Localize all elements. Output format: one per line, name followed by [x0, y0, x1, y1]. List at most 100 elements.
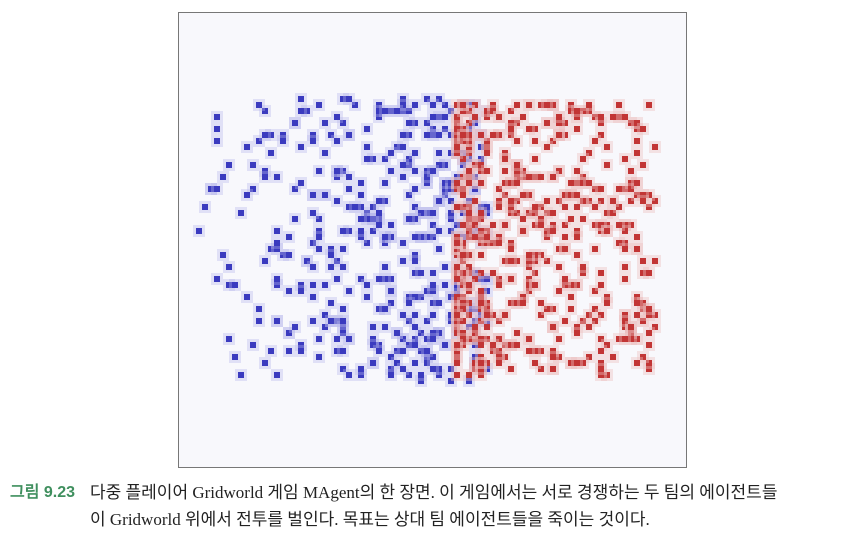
agent	[622, 186, 628, 192]
agent	[472, 354, 478, 360]
agent	[652, 258, 658, 264]
agent	[622, 318, 628, 324]
agent	[598, 198, 604, 204]
agent	[466, 144, 472, 150]
agent	[478, 132, 484, 138]
agent	[652, 312, 658, 318]
agent	[478, 366, 484, 372]
agent	[406, 162, 412, 168]
agent	[370, 324, 376, 330]
agent	[346, 186, 352, 192]
agent	[448, 108, 454, 114]
agent	[466, 282, 472, 288]
agent	[526, 210, 532, 216]
agent	[580, 180, 586, 186]
agent	[418, 270, 424, 276]
agent	[556, 198, 562, 204]
agent	[430, 366, 436, 372]
agent	[454, 186, 460, 192]
agent	[280, 138, 286, 144]
agent	[586, 312, 592, 318]
agent	[364, 126, 370, 132]
agent	[604, 300, 610, 306]
agent	[430, 354, 436, 360]
agent	[466, 198, 472, 204]
agent	[478, 336, 484, 342]
agent	[472, 366, 478, 372]
agent	[544, 228, 550, 234]
agent	[550, 138, 556, 144]
agent	[562, 132, 568, 138]
agent	[436, 198, 442, 204]
agent	[454, 126, 460, 132]
agent	[418, 330, 424, 336]
agent	[418, 210, 424, 216]
agent	[448, 378, 454, 384]
agent	[430, 234, 436, 240]
agent	[622, 222, 628, 228]
agent	[466, 204, 472, 210]
agent	[388, 150, 394, 156]
agent	[262, 360, 268, 366]
agent	[406, 294, 412, 300]
agent	[232, 354, 238, 360]
agent	[376, 198, 382, 204]
agent	[484, 360, 490, 366]
agent	[448, 312, 454, 318]
agent	[400, 336, 406, 342]
agent	[508, 198, 514, 204]
agent	[298, 282, 304, 288]
agent	[346, 132, 352, 138]
agent	[424, 234, 430, 240]
agent	[460, 132, 466, 138]
agent	[496, 318, 502, 324]
agent	[340, 306, 346, 312]
agent	[502, 156, 508, 162]
agent	[358, 372, 364, 378]
agent	[478, 156, 484, 162]
agent	[532, 252, 538, 258]
agent	[478, 144, 484, 150]
agent	[442, 102, 448, 108]
agent	[406, 216, 412, 222]
agent	[376, 216, 382, 222]
agent	[412, 252, 418, 258]
agent	[520, 174, 526, 180]
agent	[604, 144, 610, 150]
agent	[310, 240, 316, 246]
agent	[268, 150, 274, 156]
agent	[412, 312, 418, 318]
agent	[442, 126, 448, 132]
agent	[532, 210, 538, 216]
figure-label: 그림 9.23	[10, 484, 76, 501]
agent	[280, 252, 286, 258]
agent	[538, 222, 544, 228]
agent	[418, 234, 424, 240]
agent	[286, 234, 292, 240]
agent	[460, 246, 466, 252]
agent	[328, 246, 334, 252]
agent	[484, 168, 490, 174]
agent	[382, 108, 388, 114]
agent	[364, 156, 370, 162]
agent	[412, 150, 418, 156]
agent	[286, 252, 292, 258]
agent	[460, 336, 466, 342]
agent	[484, 288, 490, 294]
agent	[526, 174, 532, 180]
agent	[568, 192, 574, 198]
agent	[400, 174, 406, 180]
agent	[322, 282, 328, 288]
agent	[358, 216, 364, 222]
agent	[598, 120, 604, 126]
agent	[406, 132, 412, 138]
agent	[346, 288, 352, 294]
agent	[460, 318, 466, 324]
agent	[334, 114, 340, 120]
agent	[526, 192, 532, 198]
agent	[466, 210, 472, 216]
agent	[436, 132, 442, 138]
agent	[460, 102, 466, 108]
agent	[460, 234, 466, 240]
